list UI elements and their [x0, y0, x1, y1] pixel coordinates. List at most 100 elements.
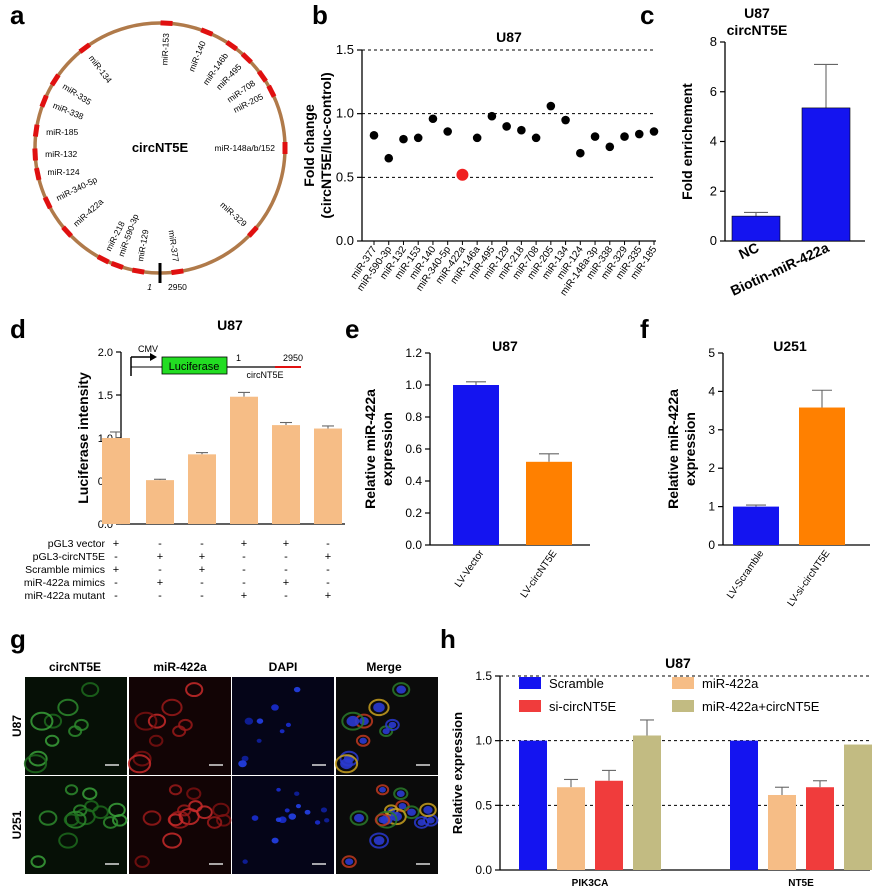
y-tick-label: 1.5	[336, 42, 354, 57]
cell-nucleus	[388, 721, 397, 729]
cell-nucleus	[275, 817, 282, 823]
y-tick-label: 0.4	[405, 474, 422, 488]
cell-outline	[341, 855, 357, 869]
panel-letter-d: d	[10, 314, 26, 344]
cell-nucleus	[242, 859, 248, 864]
cell-outline	[134, 711, 158, 731]
cell-outline	[177, 804, 192, 817]
panel-d-bar: U87CMVLuciferase12950circNT5E0.00.51.01.…	[24, 317, 345, 602]
cell-nucleus	[279, 729, 285, 734]
bar	[733, 506, 779, 545]
cell-outline	[102, 816, 119, 829]
cell-nucleus	[320, 807, 328, 813]
bar	[519, 740, 547, 870]
panel-letter-a: a	[10, 0, 25, 30]
condition-sign: -	[284, 551, 288, 563]
cell-nucleus	[398, 802, 407, 810]
y-axis-label-line: Relative miR-422a	[665, 389, 681, 509]
binding-site-label: miR-124	[48, 167, 80, 177]
condition-label: miR-422a mutant	[24, 590, 105, 602]
bar	[557, 787, 585, 870]
y-tick-label: 0	[710, 233, 717, 248]
y-axis-label: Fold change(circNT5E/luc-control)	[301, 72, 334, 218]
condition-sign: -	[158, 564, 162, 576]
y-axis-label-line: Luciferase intensity	[75, 372, 91, 504]
panel-g-microscopy: circNT5E miR-422a DAPI Merge U87 U251	[10, 660, 439, 874]
y-tick-label: 4	[710, 134, 717, 149]
binding-site-label: miR-335	[61, 81, 94, 107]
panel-letter-g: g	[10, 624, 26, 654]
data-point	[517, 125, 526, 135]
binding-site-label: miR-148a/b/152	[215, 143, 276, 153]
cell-nucleus	[256, 738, 262, 743]
cell-outline	[82, 787, 98, 800]
condition-sign: +	[157, 551, 163, 563]
y-axis-label-line: expression	[682, 412, 698, 486]
micro-column-label: miR-422a	[153, 660, 207, 674]
chart-title: circNT5E	[727, 22, 788, 38]
condition-sign: +	[199, 564, 205, 576]
cell-nucleus	[295, 804, 301, 809]
binding-site-label: miR-185	[46, 127, 78, 137]
y-tick-label: 2	[710, 183, 717, 198]
binding-site-label: miR-377	[167, 229, 181, 262]
cell-nucleus	[304, 809, 311, 815]
cell-nucleus	[324, 818, 330, 823]
cell-nucleus	[345, 858, 354, 866]
cell-nucleus	[294, 791, 300, 796]
y-tick-label: 1.0	[405, 378, 422, 392]
binding-site-mark	[110, 261, 124, 270]
y-axis-label: Relative miR-422aexpression	[665, 389, 698, 509]
y-tick-label: 1.2	[405, 346, 422, 360]
bar	[526, 461, 572, 545]
y-tick-label: 1.0	[475, 734, 492, 748]
data-point	[428, 114, 438, 124]
cell-nucleus	[346, 715, 360, 727]
cell-nucleus	[314, 820, 321, 825]
y-tick-label: 1.5	[475, 669, 492, 683]
condition-label: Scramble mimics	[25, 564, 105, 576]
condition-sign: -	[158, 538, 162, 550]
condition-sign: -	[158, 590, 162, 602]
cell-outline	[349, 810, 369, 826]
y-tick-label: 0	[708, 538, 715, 552]
cell-outline	[73, 804, 88, 817]
condition-sign: +	[241, 538, 247, 550]
y-tick-label: 4	[708, 384, 715, 398]
bar	[806, 787, 834, 870]
panel-f-bar: U251 0 1 2 3 4 5 Relative miR-422aexpression LV-…	[665, 338, 870, 609]
condition-sign: +	[283, 577, 289, 589]
condition-sign: +	[113, 564, 119, 576]
cell-nucleus	[340, 758, 353, 770]
condition-label: pGL3 vector	[48, 538, 106, 550]
y-tick-label: 0.0	[336, 233, 354, 248]
chart-title: U87	[496, 29, 522, 45]
bar	[768, 794, 796, 870]
condition-sign: -	[200, 590, 204, 602]
data-point	[369, 131, 379, 140]
cell-outline	[74, 718, 89, 731]
cell-nucleus	[285, 722, 291, 728]
binding-site-mark	[225, 40, 239, 52]
condition-sign: -	[114, 590, 118, 602]
cell-nucleus	[288, 813, 297, 820]
cell-nucleus	[256, 718, 264, 724]
cell-nucleus	[276, 787, 281, 792]
cell-nucleus	[373, 702, 385, 713]
y-axis-label: Luciferase intensity	[75, 372, 91, 504]
condition-sign: +	[241, 590, 247, 602]
condition-sign: -	[242, 577, 246, 589]
condition-sign: -	[114, 551, 118, 563]
binding-site-label: miR-129	[135, 228, 150, 262]
chart-title: U87	[492, 338, 518, 354]
bar	[314, 428, 342, 524]
binding-site-label: miR-134	[87, 53, 114, 85]
cell-outline	[64, 784, 79, 796]
binding-site-mark	[34, 167, 42, 181]
binding-site-mark	[32, 124, 40, 137]
cell-outline	[81, 682, 100, 698]
x-tick-label: LV-Scramble	[725, 548, 767, 601]
panel-letter-e: e	[345, 314, 359, 344]
x-tick-label: PIK3CA	[572, 878, 609, 889]
y-tick-label: 1.5	[98, 390, 113, 402]
